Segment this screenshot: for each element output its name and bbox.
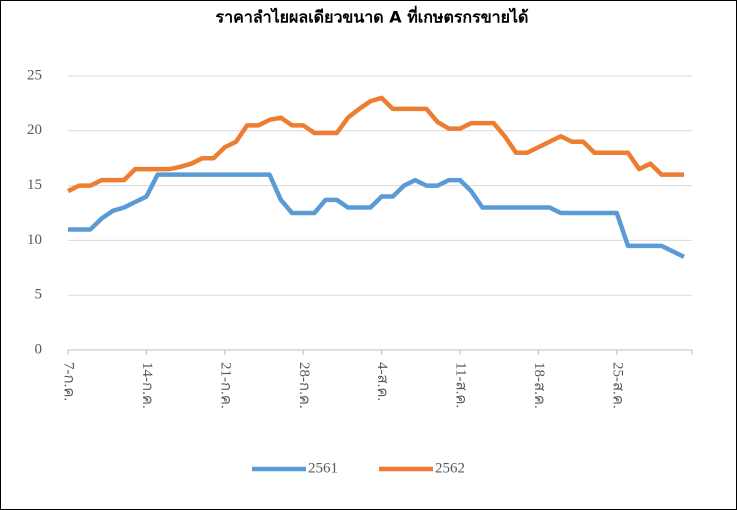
- x-tick-label: 28-ก.ค.: [296, 362, 312, 409]
- x-tick-label: 18-ส.ค.: [531, 362, 547, 409]
- y-tick-label: 10: [27, 232, 42, 248]
- legend-label: 2562: [435, 460, 465, 476]
- y-tick-label: 20: [27, 122, 42, 138]
- y-tick-label: 15: [27, 177, 42, 193]
- y-tick-label: 25: [27, 67, 42, 83]
- x-tick-label: 7-ก.ค.: [61, 362, 77, 401]
- series-line: [67, 95, 684, 194]
- chart-title: ราคาลำไยผลเดียวขนาด A ที่เกษตรกรขายได้: [216, 6, 529, 27]
- x-tick-label: 25-ส.ค.: [609, 362, 625, 409]
- x-tick-label: 14-ก.ค.: [139, 362, 155, 409]
- series-line: [68, 172, 685, 259]
- y-tick-label: 5: [35, 287, 43, 303]
- x-tick-label: 21-ก.ค.: [217, 362, 233, 409]
- x-tick-label: 4-ส.ค.: [374, 362, 390, 401]
- y-tick-label: 0: [35, 341, 43, 357]
- x-tick-label: 11-ส.ค.: [453, 362, 469, 408]
- legend-label: 2561: [308, 460, 338, 476]
